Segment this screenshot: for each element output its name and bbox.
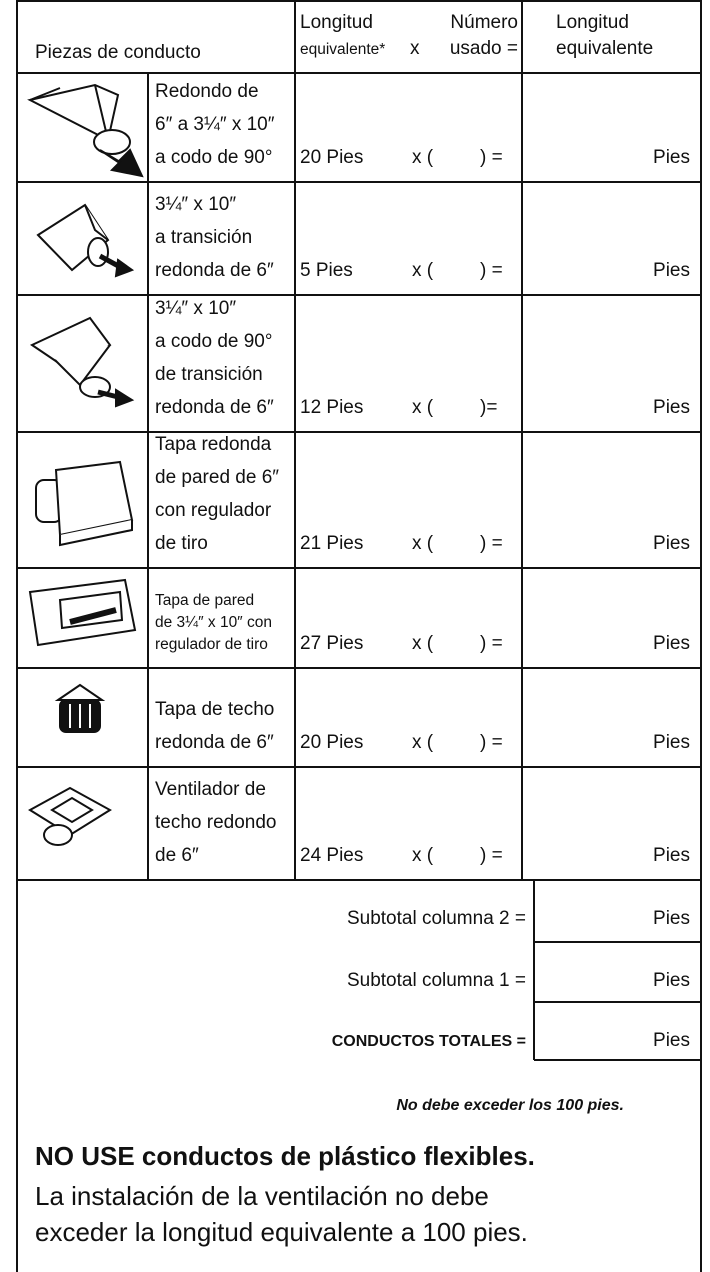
unit: Pies bbox=[653, 908, 690, 929]
equivalent-length: 24 Pies bbox=[300, 845, 363, 866]
piece-description: techo redondo bbox=[155, 812, 277, 833]
multiply-close: ) = bbox=[480, 533, 503, 554]
multiply-close: ) = bbox=[480, 732, 503, 753]
unit: Pies bbox=[653, 397, 690, 418]
header-label: equivalente* bbox=[300, 41, 385, 58]
total-label: CONDUCTOS TOTALES = bbox=[332, 1033, 526, 1050]
piece-description: de pared de 6″ bbox=[155, 467, 279, 488]
unit: Pies bbox=[653, 147, 690, 168]
multiply-open: x ( bbox=[412, 845, 434, 866]
equivalent-length: 21 Pies bbox=[300, 533, 363, 554]
multiply-open: x ( bbox=[412, 397, 434, 418]
note: No debe exceder los 100 pies. bbox=[396, 1097, 624, 1114]
unit: Pies bbox=[653, 1030, 690, 1051]
piece-description: con regulador bbox=[155, 500, 272, 521]
piece-description: a codo de 90° bbox=[155, 331, 272, 352]
piece-description: 6″ a 3¼″ x 10″ bbox=[155, 114, 275, 135]
piece-description: Redondo de bbox=[155, 81, 259, 102]
piece-description: a transición bbox=[155, 227, 252, 248]
header-label: x bbox=[410, 38, 420, 59]
multiply-close: )= bbox=[480, 397, 497, 418]
unit: Pies bbox=[653, 732, 690, 753]
equivalent-length: 27 Pies bbox=[300, 633, 363, 654]
piece-description: Ventilador de bbox=[155, 779, 266, 800]
header-label: equivalente bbox=[556, 38, 653, 59]
piece-description: de transición bbox=[155, 364, 263, 385]
piece-description: 3¼″ x 10″ bbox=[155, 298, 236, 319]
multiply-open: x ( bbox=[412, 260, 434, 281]
unit: Pies bbox=[653, 533, 690, 554]
piece-description: de 6″ bbox=[155, 845, 199, 866]
multiply-open: x ( bbox=[412, 533, 434, 554]
equivalent-length: 20 Pies bbox=[300, 732, 363, 753]
duct-icons bbox=[27, 83, 144, 846]
piece-description: Tapa redonda bbox=[155, 434, 272, 455]
piece-description: Tapa de techo bbox=[155, 699, 274, 720]
multiply-open: x ( bbox=[412, 633, 434, 654]
header-label: usado = bbox=[450, 38, 518, 59]
unit: Pies bbox=[653, 260, 690, 281]
table-rules bbox=[16, 0, 702, 1272]
piece-description: redonda de 6″ bbox=[155, 732, 274, 753]
unit: Pies bbox=[653, 970, 690, 991]
total-label: Subtotal columna 1 = bbox=[347, 970, 526, 991]
piece-description: Tapa de pared bbox=[155, 592, 254, 609]
header-label: Longitud bbox=[300, 12, 373, 33]
piece-description: de 3¼″ x 10″ con bbox=[155, 614, 272, 631]
multiply-close: ) = bbox=[480, 845, 503, 866]
header: Piezas de conducto Longitud Número equiv… bbox=[35, 12, 653, 63]
total-label: Subtotal columna 2 = bbox=[347, 908, 526, 929]
instruction: La instalación de la ventilación no debe bbox=[35, 1181, 489, 1211]
piece-description: de tiro bbox=[155, 533, 208, 554]
header-label: Número bbox=[450, 12, 518, 33]
piece-description: a codo de 90° bbox=[155, 147, 272, 168]
header-label: Piezas de conducto bbox=[35, 42, 201, 63]
instruction: exceder la longitud equivalente a 100 pi… bbox=[35, 1217, 528, 1247]
equivalent-length: 20 Pies bbox=[300, 147, 363, 168]
multiply-open: x ( bbox=[412, 732, 434, 753]
piece-description: 3¼″ x 10″ bbox=[155, 194, 236, 215]
multiply-open: x ( bbox=[412, 147, 434, 168]
piece-description: redonda de 6″ bbox=[155, 397, 274, 418]
equivalent-length: 12 Pies bbox=[300, 397, 363, 418]
header-label: Longitud bbox=[556, 12, 629, 33]
piece-description: redonda de 6″ bbox=[155, 260, 274, 281]
piece-description: regulador de tiro bbox=[155, 636, 268, 653]
multiply-close: ) = bbox=[480, 633, 503, 654]
unit: Pies bbox=[653, 845, 690, 866]
multiply-close: ) = bbox=[480, 147, 503, 168]
warning: NO USE conductos de plástico flexibles. bbox=[35, 1141, 535, 1171]
multiply-close: ) = bbox=[480, 260, 503, 281]
unit: Pies bbox=[653, 633, 690, 654]
equivalent-length: 5 Pies bbox=[300, 260, 353, 281]
